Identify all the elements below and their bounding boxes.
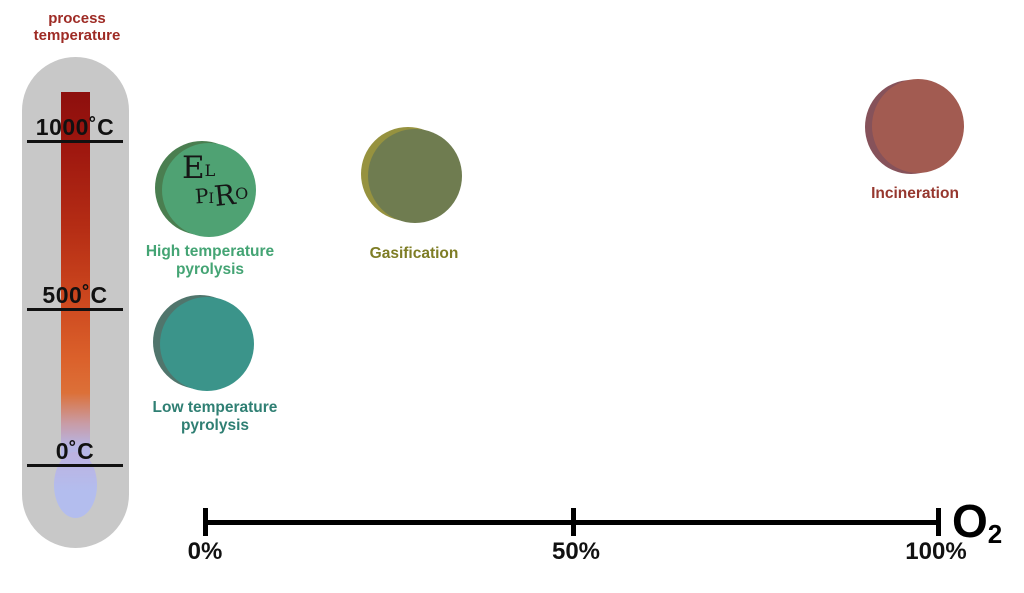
elpiro-logo-letter: E: [182, 150, 205, 186]
thermometer-title: process temperature: [10, 10, 144, 44]
o2-axis-label-0: 0%: [187, 538, 223, 565]
o2-symbol-subscript: 2: [987, 519, 1003, 549]
elpiro-logo-letter: R: [212, 177, 237, 214]
elpiro-logo-letter: L: [204, 161, 216, 180]
label-line: Low temperature: [152, 399, 278, 416]
o2-axis-tick-0: [203, 508, 208, 536]
elpiro-logo-row1: EL: [182, 153, 248, 184]
temperature-tick-500-line: [27, 308, 123, 311]
temperature-tick-1000-line: [27, 140, 123, 143]
elpiro-logo-letter: I: [208, 191, 214, 207]
o2-axis-symbol: O2: [952, 494, 1003, 549]
label-line: pyrolysis: [180, 417, 250, 434]
thermometer-bulb: [54, 452, 97, 518]
label-line: pyrolysis: [175, 261, 245, 278]
thermometer-mercury-bar: [61, 92, 90, 468]
thermometer-title-line1: process: [48, 10, 106, 27]
incineration-label: Incineration: [830, 185, 1000, 203]
temperature-tick-0-line: [27, 464, 123, 467]
incineration-circle: [872, 79, 964, 173]
temperature-tick-1000: 1000˚C: [27, 114, 123, 143]
o2-axis-label-100: 100%: [905, 538, 967, 565]
thermometer-title-line2: temperature: [33, 27, 121, 44]
temperature-tick-500: 500˚C: [27, 282, 123, 311]
o2-axis-label-50: 50%: [551, 538, 601, 565]
elpiro-logo-letter: P: [194, 183, 210, 209]
elpiro-logo-letter: O: [235, 184, 249, 203]
temperature-tick-0-label: 0˚C: [55, 438, 95, 464]
high-temperature-pyrolysis-circle: EL PIRO: [162, 143, 256, 237]
temperature-tick-500-label: 500˚C: [42, 282, 108, 308]
o2-symbol-letter: O: [952, 495, 988, 547]
low-temperature-pyrolysis-circle: [160, 297, 254, 391]
temperature-tick-0: 0˚C: [27, 438, 123, 467]
label-line: High temperature: [145, 243, 275, 260]
temperature-tick-1000-label: 1000˚C: [35, 114, 115, 140]
low-temperature-pyrolysis-label: Low temperature pyrolysis: [130, 399, 300, 435]
o2-axis-tick-50: [571, 508, 576, 536]
label-line: Gasification: [369, 245, 459, 262]
elpiro-logo-row2: PIRO: [194, 177, 249, 214]
o2-axis-tick-100: [936, 508, 941, 536]
high-temperature-pyrolysis-label: High temperature pyrolysis: [125, 243, 295, 279]
label-line: Incineration: [871, 185, 959, 202]
gasification-label: Gasification: [329, 245, 499, 263]
gasification-circle: [368, 129, 462, 223]
elpiro-logo: EL PIRO: [182, 153, 249, 214]
